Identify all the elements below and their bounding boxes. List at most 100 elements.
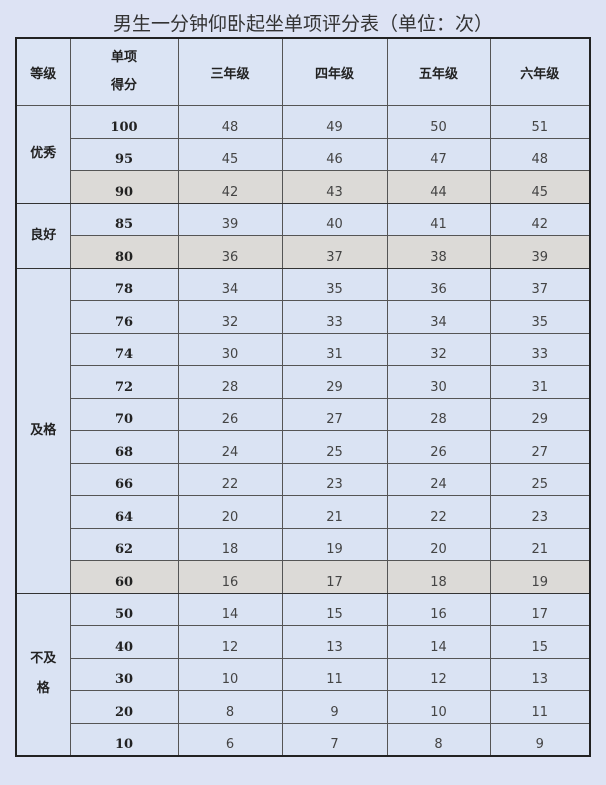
count-cell: 23 (489, 495, 591, 529)
table-row: 62 18 19 20 21 (16, 527, 591, 561)
score-cell: 95 (69, 137, 179, 171)
header-grade-6: 六年级 (489, 37, 591, 106)
score-cell: 60 (69, 560, 179, 594)
count-cell: 24 (177, 430, 283, 464)
table-row: 72 28 29 30 31 (16, 365, 591, 399)
count-cell: 21 (281, 495, 388, 529)
score-cell: 64 (69, 495, 179, 529)
count-cell: 35 (489, 300, 591, 334)
count-cell: 9 (281, 690, 388, 724)
score-cell: 50 (69, 592, 179, 626)
count-cell: 32 (177, 300, 283, 334)
count-cell: 27 (281, 397, 388, 431)
count-cell: 31 (281, 332, 388, 366)
count-cell: 29 (281, 365, 388, 399)
count-cell: 41 (386, 202, 491, 236)
count-cell: 30 (386, 365, 491, 399)
score-cell: 20 (69, 690, 179, 724)
count-cell: 16 (386, 592, 491, 626)
table-row: 66 22 23 24 25 (16, 462, 591, 496)
count-cell: 26 (386, 430, 491, 464)
score-cell: 30 (69, 657, 179, 691)
count-cell: 15 (489, 625, 591, 659)
count-cell: 47 (386, 137, 491, 171)
score-cell: 10 (69, 722, 179, 756)
count-cell: 25 (281, 430, 388, 464)
score-cell: 66 (69, 462, 179, 496)
table-row: 90 42 43 44 45 (16, 170, 591, 204)
count-cell: 22 (386, 495, 491, 529)
count-cell: 13 (281, 625, 388, 659)
level-label-line: 格 (36, 681, 50, 696)
level-label-line: 不及 (30, 651, 57, 666)
count-cell: 38 (386, 235, 491, 269)
count-cell: 19 (281, 527, 388, 561)
count-cell: 35 (281, 267, 388, 301)
table-row: 80 36 37 38 39 (16, 235, 591, 269)
header-level: 等级 (15, 37, 71, 106)
table-row: 64 20 21 22 23 (16, 495, 591, 529)
count-cell: 42 (489, 202, 591, 236)
count-cell: 51 (489, 105, 591, 139)
score-cell: 100 (69, 105, 179, 139)
header-grade-4: 四年级 (281, 37, 388, 106)
count-cell: 39 (489, 235, 591, 269)
count-cell: 10 (386, 690, 491, 724)
count-cell: 28 (386, 397, 491, 431)
header-score: 单项 得分 (69, 37, 179, 106)
table-row: 不及格 50 14 15 16 17 (15, 592, 591, 756)
count-cell: 22 (177, 462, 283, 496)
level-cell: 不及格 (15, 592, 71, 756)
count-cell: 12 (386, 657, 491, 691)
score-table: 等级 单项 得分 三年级 四年级 五年级 六年级 优秀 100 48 49 50 51 95 4… (15, 37, 591, 757)
score-cell: 72 (69, 365, 179, 399)
score-cell: 76 (69, 300, 179, 334)
level-cell: 优秀 (15, 105, 71, 204)
count-cell: 34 (386, 300, 491, 334)
level-cell: 良好 (15, 202, 71, 269)
table-row: 20 8 9 10 11 (16, 690, 591, 724)
count-cell: 34 (177, 267, 283, 301)
count-cell: 50 (386, 105, 491, 139)
header-grade-5: 五年级 (386, 37, 491, 106)
score-cell: 62 (69, 527, 179, 561)
score-cell: 40 (69, 625, 179, 659)
count-cell: 24 (386, 462, 491, 496)
count-cell: 36 (177, 235, 283, 269)
count-cell: 40 (281, 202, 388, 236)
count-cell: 8 (386, 722, 491, 756)
level-cell: 及格 (15, 267, 71, 594)
count-cell: 36 (386, 267, 491, 301)
count-cell: 11 (489, 690, 591, 724)
table-row: 70 26 27 28 29 (16, 397, 591, 431)
count-cell: 44 (386, 170, 491, 204)
table-row: 95 45 46 47 48 (16, 137, 591, 171)
count-cell: 11 (281, 657, 388, 691)
count-cell: 32 (386, 332, 491, 366)
count-cell: 19 (489, 560, 591, 594)
count-cell: 25 (489, 462, 591, 496)
header-grade-3: 三年级 (177, 37, 283, 106)
count-cell: 33 (489, 332, 591, 366)
table-row: 良好 85 39 40 41 42 (15, 202, 591, 269)
table-row: 10 6 7 8 9 (16, 722, 591, 756)
header-score-line2: 得分 (110, 78, 137, 93)
count-cell: 31 (489, 365, 591, 399)
count-cell: 39 (177, 202, 283, 236)
count-cell: 20 (177, 495, 283, 529)
count-cell: 16 (177, 560, 283, 594)
count-cell: 28 (177, 365, 283, 399)
count-cell: 48 (177, 105, 283, 139)
score-cell: 68 (69, 430, 179, 464)
count-cell: 43 (281, 170, 388, 204)
score-cell: 70 (69, 397, 179, 431)
table-row: 68 24 25 26 27 (16, 430, 591, 464)
count-cell: 37 (281, 235, 388, 269)
count-cell: 46 (281, 137, 388, 171)
count-cell: 23 (281, 462, 388, 496)
count-cell: 30 (177, 332, 283, 366)
count-cell: 9 (489, 722, 591, 756)
count-cell: 18 (177, 527, 283, 561)
table-row: 60 16 17 18 19 (16, 560, 591, 594)
count-cell: 21 (489, 527, 591, 561)
